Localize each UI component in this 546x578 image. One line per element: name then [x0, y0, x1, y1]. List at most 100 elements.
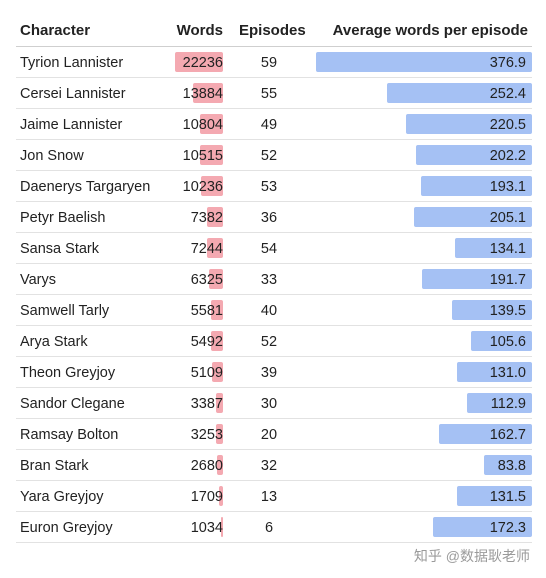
average-value: 205.1 — [489, 210, 526, 226]
episodes-value: 30 — [260, 396, 278, 412]
average-value: 131.5 — [489, 489, 526, 505]
words-bar — [220, 517, 223, 537]
average-bar — [421, 176, 532, 196]
episodes-value: 52 — [260, 334, 278, 350]
character-name: Jaime Lannister — [20, 117, 123, 133]
words-bar — [219, 486, 223, 506]
character-name: Bran Stark — [20, 458, 89, 474]
words-value: 3387 — [190, 396, 223, 412]
average-bar — [433, 517, 532, 537]
episodes-value: 53 — [260, 179, 278, 195]
words-bar — [207, 207, 223, 227]
words-bar — [175, 52, 223, 72]
episodes-value: 39 — [260, 365, 278, 381]
average-value: 220.5 — [489, 117, 526, 133]
words-value: 13884 — [182, 86, 223, 102]
words-bar — [207, 238, 223, 258]
character-name: Ramsay Bolton — [20, 427, 119, 443]
character-name: Theon Greyjoy — [20, 365, 116, 381]
words-value: 7382 — [190, 210, 223, 226]
average-bar — [455, 238, 532, 258]
character-name: Samwell Tarly — [20, 303, 110, 319]
average-bar — [483, 455, 532, 475]
words-value: 1709 — [190, 489, 223, 505]
table-row: Cersei Lannister 13884 55 252.4 — [16, 78, 532, 109]
header-episodes[interactable]: Episodes — [239, 22, 306, 39]
table-row: Sansa Stark 7244 54 134.1 — [16, 233, 532, 264]
table-row: Daenerys Targaryen 10236 53 193.1 — [16, 171, 532, 202]
average-bar — [456, 486, 532, 506]
words-bar — [215, 424, 223, 444]
average-value: 83.8 — [497, 458, 526, 474]
episodes-value: 49 — [260, 117, 278, 133]
average-value: 112.9 — [490, 396, 526, 412]
words-value: 2680 — [190, 458, 223, 474]
words-bar — [211, 331, 223, 351]
average-value: 172.3 — [489, 520, 526, 536]
words-bar — [200, 176, 223, 196]
character-name: Sandor Clegane — [20, 396, 125, 412]
average-value: 376.9 — [489, 55, 526, 71]
table-row: Petyr Baelish 7382 36 205.1 — [16, 202, 532, 233]
table-row: Jaime Lannister 10804 49 220.5 — [16, 109, 532, 140]
words-bar — [211, 362, 223, 382]
character-name: Cersei Lannister — [20, 86, 126, 102]
words-value: 5581 — [190, 303, 223, 319]
data-table: Character Words Episodes Average words p… — [16, 14, 532, 543]
words-bar — [217, 455, 223, 475]
words-value: 6325 — [190, 272, 223, 288]
words-value: 5109 — [190, 365, 223, 381]
episodes-value: 36 — [260, 210, 278, 226]
character-name: Yara Greyjoy — [20, 489, 104, 505]
table-body: Tyrion Lannister 22236 59 376.9 Cersei Lanni… — [16, 47, 532, 543]
character-name: Sansa Stark — [20, 241, 99, 257]
character-name: Varys — [20, 272, 56, 288]
table-row: Arya Stark 5492 52 105.6 — [16, 326, 532, 357]
episodes-value: 33 — [260, 272, 278, 288]
table-row: Yara Greyjoy 1709 13 131.5 — [16, 481, 532, 512]
table-row: Jon Snow 10515 52 202.2 — [16, 140, 532, 171]
average-value: 202.2 — [489, 148, 526, 164]
header-character[interactable]: Character — [20, 22, 91, 39]
table-row: Ramsay Bolton 3253 20 162.7 — [16, 419, 532, 450]
character-name: Daenerys Targaryen — [20, 179, 151, 195]
words-bar — [200, 145, 223, 165]
table-row: Euron Greyjoy 1034 6 172.3 — [16, 512, 532, 543]
average-value: 131.0 — [489, 365, 526, 381]
average-bar — [438, 424, 532, 444]
table-row: Sandor Clegane 3387 30 112.9 — [16, 388, 532, 419]
episodes-value: 55 — [260, 86, 278, 102]
header-average-words[interactable]: Average words per episode — [332, 22, 528, 39]
header-words[interactable]: Words — [176, 22, 223, 39]
table-header: Character Words Episodes Average words p… — [16, 14, 532, 47]
average-bar — [422, 269, 532, 289]
words-value: 5492 — [190, 334, 223, 350]
character-name: Jon Snow — [20, 148, 84, 164]
table-row: Varys 6325 33 191.7 — [16, 264, 532, 295]
average-bar — [414, 207, 532, 227]
average-bar — [467, 393, 532, 413]
episodes-value: 40 — [260, 303, 278, 319]
words-value: 1034 — [190, 520, 223, 536]
average-value: 139.5 — [489, 303, 526, 319]
character-name: Euron Greyjoy — [20, 520, 113, 536]
character-name: Petyr Baelish — [20, 210, 106, 226]
average-bar — [316, 52, 532, 72]
character-name: Arya Stark — [20, 334, 88, 350]
average-bar — [471, 331, 532, 351]
episodes-value: 32 — [260, 458, 278, 474]
average-bar — [405, 114, 532, 134]
average-bar — [452, 300, 532, 320]
episodes-value: 54 — [260, 241, 278, 257]
average-bar — [387, 83, 532, 103]
table-row: Bran Stark 2680 32 83.8 — [16, 450, 532, 481]
words-value: 22236 — [182, 55, 223, 71]
average-value: 193.1 — [489, 179, 526, 195]
average-value: 162.7 — [489, 427, 526, 443]
table-row: Theon Greyjoy 5109 39 131.0 — [16, 357, 532, 388]
table-row: Samwell Tarly 5581 40 139.5 — [16, 295, 532, 326]
average-bar — [416, 145, 532, 165]
average-value: 252.4 — [489, 86, 526, 102]
words-value: 10515 — [182, 148, 223, 164]
table-row: Tyrion Lannister 22236 59 376.9 — [16, 47, 532, 78]
